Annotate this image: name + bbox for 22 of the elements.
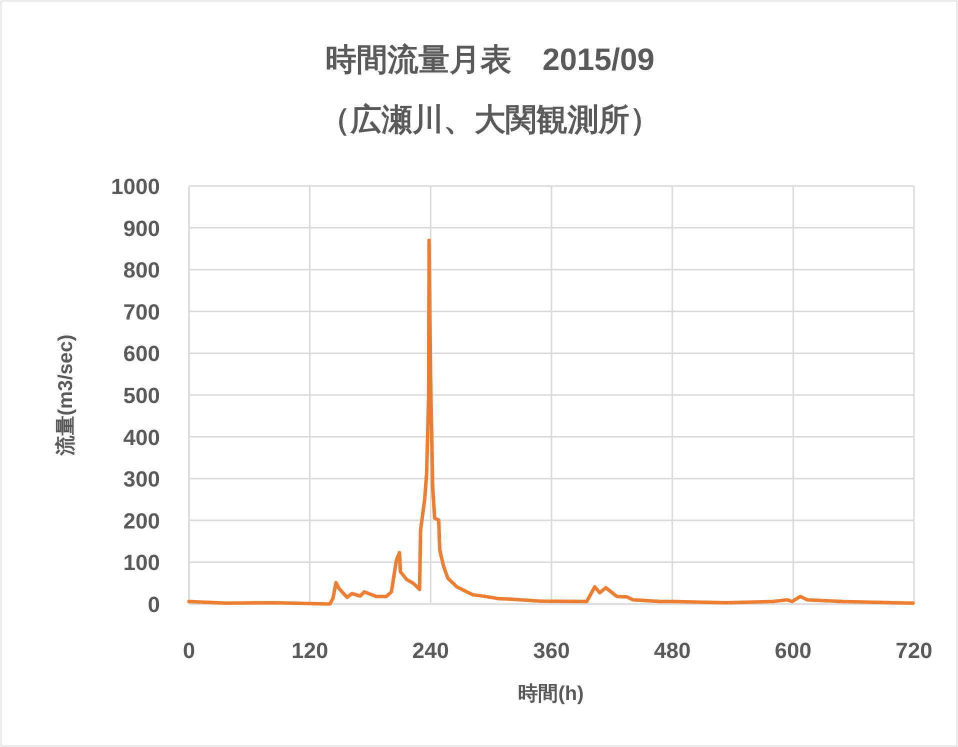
x-tick-label: 240 (412, 638, 450, 663)
y-tick-label: 100 (123, 550, 160, 576)
chart-title: 時間流量月表 2015/09 (325, 42, 655, 77)
y-tick-label: 800 (123, 258, 160, 283)
x-tick-label: 120 (291, 638, 328, 663)
x-tick-label: 0 (182, 638, 196, 663)
x-tick-label: 600 (774, 638, 812, 663)
y-tick-label: 1000 (111, 174, 160, 199)
y-tick-label: 500 (123, 383, 160, 408)
y-tick-label: 600 (123, 341, 160, 366)
x-tick-label: 720 (896, 638, 932, 663)
y-axis-title: 流量(m3/sec) (54, 334, 77, 457)
x-tick-label: 480 (654, 638, 691, 663)
y-tick-label: 300 (123, 466, 160, 492)
x-axis-title: 時間(h) (518, 683, 584, 705)
chart-subtitle: （広瀬川、大関観測所） (320, 102, 660, 137)
y-tick-label: 900 (123, 216, 160, 241)
y-tick-label: 200 (123, 508, 160, 534)
y-tick-label: 400 (123, 424, 160, 450)
y-tick-label: 0 (148, 592, 160, 617)
y-tick-label: 700 (123, 299, 160, 324)
x-tick-label: 360 (533, 638, 570, 663)
